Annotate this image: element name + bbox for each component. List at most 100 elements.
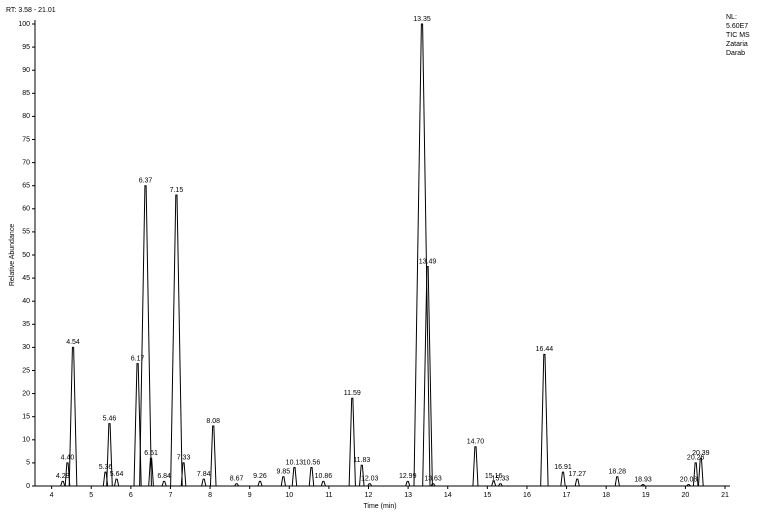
peak-label: 8.08 bbox=[206, 418, 220, 425]
peak-label: 7.33 bbox=[177, 455, 191, 462]
peak bbox=[106, 423, 113, 487]
peak-label: 8.67 bbox=[230, 476, 244, 483]
x-tick-label: 11 bbox=[325, 492, 332, 499]
peak bbox=[497, 483, 503, 487]
peak-label: 11.83 bbox=[353, 457, 370, 464]
peak-label: 12.03 bbox=[361, 476, 379, 483]
peak-label: 16.91 bbox=[554, 464, 572, 471]
info-text: Zataria bbox=[726, 41, 748, 48]
peak bbox=[161, 480, 167, 487]
peak bbox=[280, 476, 286, 487]
peak bbox=[686, 484, 691, 487]
peak bbox=[540, 353, 549, 487]
peak-label: 4.40 bbox=[61, 455, 75, 462]
peak-label: 4.28 bbox=[56, 473, 70, 480]
peak-label: 7.84 bbox=[197, 471, 211, 478]
peak bbox=[692, 462, 699, 487]
peak bbox=[367, 483, 373, 487]
peak-label: 5.46 bbox=[103, 415, 117, 422]
peak-label: 6.37 bbox=[139, 178, 153, 185]
peak bbox=[640, 484, 646, 487]
peak-label: 10.13 bbox=[286, 459, 304, 466]
peak bbox=[472, 446, 479, 487]
peak bbox=[114, 478, 120, 487]
x-tick-label: 9 bbox=[248, 492, 252, 499]
peak-label: 5.64 bbox=[110, 471, 124, 478]
peak-label: 20.26 bbox=[687, 455, 705, 462]
peak-label: 15.33 bbox=[492, 476, 510, 483]
peak bbox=[148, 457, 154, 487]
x-tick-label: 6 bbox=[129, 492, 133, 499]
peak-label: 5.36 bbox=[99, 464, 113, 471]
peak-label: 10.86 bbox=[315, 473, 333, 480]
peak bbox=[560, 471, 566, 487]
y-tick-label: 15 bbox=[22, 414, 30, 421]
y-tick-label: 45 bbox=[22, 275, 30, 282]
peak-label: 9.26 bbox=[253, 473, 267, 480]
peak bbox=[614, 476, 620, 487]
peak bbox=[348, 397, 356, 487]
peak bbox=[359, 464, 365, 487]
peak bbox=[308, 467, 315, 487]
peak bbox=[697, 457, 704, 487]
peak-label: 16.44 bbox=[536, 346, 554, 353]
x-tick-label: 10 bbox=[285, 492, 293, 499]
peak-label: 17.27 bbox=[568, 471, 586, 478]
peak-label: 6.17 bbox=[131, 355, 145, 362]
peak bbox=[139, 185, 152, 487]
peak bbox=[170, 194, 183, 487]
y-tick-label: 70 bbox=[22, 159, 30, 166]
peak bbox=[180, 462, 187, 487]
y-tick-label: 75 bbox=[22, 136, 30, 143]
x-tick-label: 4 bbox=[50, 492, 54, 499]
y-tick-label: 30 bbox=[22, 344, 30, 351]
x-tick-label: 19 bbox=[642, 492, 650, 499]
peak bbox=[405, 480, 411, 487]
peak-label: 18.28 bbox=[608, 469, 626, 476]
peak-label: 18.93 bbox=[634, 476, 652, 483]
peak bbox=[60, 480, 66, 487]
y-tick-label: 65 bbox=[22, 183, 30, 190]
x-tick-label: 5 bbox=[89, 492, 93, 499]
peak-label: 9.85 bbox=[277, 469, 291, 476]
x-tick-label: 17 bbox=[563, 492, 571, 499]
peak-label: 12.99 bbox=[399, 473, 417, 480]
y-tick-label: 90 bbox=[22, 67, 30, 74]
y-tick-label: 60 bbox=[22, 206, 30, 213]
peak bbox=[64, 462, 71, 487]
peak-label: 13.35 bbox=[413, 16, 431, 23]
peak-label: 11.59 bbox=[344, 390, 361, 397]
y-tick-label: 5 bbox=[26, 460, 30, 467]
range-label: RT: 3.58 - 21.01 bbox=[6, 7, 56, 14]
info-text: Darab bbox=[726, 50, 745, 57]
y-tick-label: 100 bbox=[18, 21, 30, 28]
peak-label: 7.15 bbox=[170, 187, 184, 194]
peak-label: 13.49 bbox=[419, 258, 437, 265]
y-tick-label: 35 bbox=[22, 321, 30, 328]
info-text: NL: bbox=[726, 14, 737, 21]
x-tick-label: 16 bbox=[523, 492, 531, 499]
peak bbox=[291, 467, 298, 487]
x-tick-label: 15 bbox=[483, 492, 491, 499]
x-tick-label: 7 bbox=[169, 492, 173, 499]
peak-label: 20.39 bbox=[692, 450, 710, 457]
peak bbox=[234, 483, 240, 487]
peak-label: 6.84 bbox=[157, 473, 171, 480]
y-tick-label: 25 bbox=[22, 367, 30, 374]
peak bbox=[491, 480, 497, 487]
x-axis-label: Time (min) bbox=[363, 503, 396, 510]
y-tick-label: 80 bbox=[22, 113, 30, 120]
peak-label: 20.08 bbox=[680, 476, 698, 483]
peak-label: 10.56 bbox=[303, 459, 321, 466]
y-tick-label: 85 bbox=[22, 90, 30, 97]
y-tick-label: 10 bbox=[22, 437, 30, 444]
x-tick-label: 21 bbox=[721, 492, 729, 499]
info-text: 5.60E7 bbox=[726, 23, 748, 30]
peak bbox=[422, 266, 433, 487]
peak bbox=[209, 425, 217, 487]
peak-label: 14.70 bbox=[467, 439, 485, 446]
y-tick-label: 0 bbox=[26, 483, 30, 490]
peak bbox=[133, 363, 142, 487]
peak bbox=[430, 483, 436, 487]
